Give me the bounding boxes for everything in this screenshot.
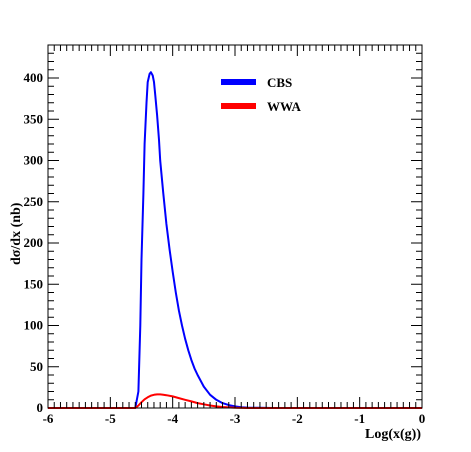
y-tick-label: 250 [24, 194, 44, 209]
y-tick-label: 300 [24, 153, 44, 168]
series-layer [48, 71, 422, 409]
x-tick-label: -5 [105, 411, 116, 426]
y-tick-label: 400 [24, 70, 44, 85]
x-axis-title: Log(x(g)) [365, 427, 421, 442]
x-tick-label: -6 [43, 411, 54, 426]
series-line-cbs [48, 71, 422, 409]
y-tick-label: 200 [24, 235, 44, 250]
y-axis-title: dσ/dx (nb) [9, 202, 24, 265]
y-tick-label: 150 [24, 276, 44, 291]
plot-frame [47, 44, 423, 409]
y-tick-label: 350 [24, 111, 44, 126]
x-tick-label: -4 [167, 411, 178, 426]
x-tick-label: -2 [292, 411, 303, 426]
x-tick-label: -1 [354, 411, 365, 426]
y-tick-label: 0 [37, 400, 44, 415]
axes-layer: -6 -5 -4 -3 -2 -1 0 0 50 100 150 200 250 300 350 400 [24, 44, 426, 426]
x-tick-label: -3 [230, 411, 241, 426]
y-tick-label: 50 [30, 359, 43, 374]
legend-label-wwa: WWA [267, 99, 302, 114]
x-tick-label: 0 [419, 411, 426, 426]
legend-label-cbs: CBS [267, 75, 292, 90]
legend: CBS WWA [221, 75, 302, 114]
y-tick-label: 100 [24, 318, 44, 333]
